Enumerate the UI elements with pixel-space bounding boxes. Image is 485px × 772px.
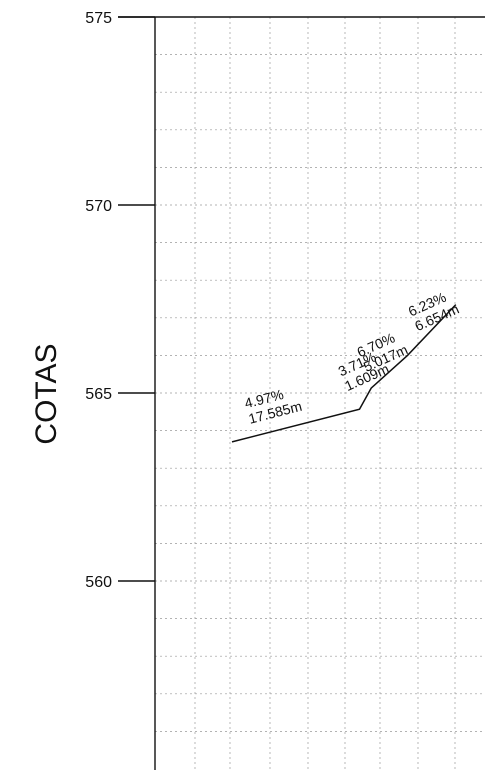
y-tick-label: 570 (85, 198, 112, 215)
y-tick-label: 565 (85, 386, 112, 403)
profile-line (231, 304, 457, 443)
segment-label: 4.97%17.585m (243, 386, 304, 427)
series-group (231, 304, 457, 443)
y-tick-label: 560 (85, 574, 112, 591)
segment-label: 6.23%6.654m (406, 289, 462, 334)
grid (155, 17, 485, 770)
y-tick-label: 575 (85, 10, 112, 27)
y-axis: 560 565 570 575 (85, 10, 485, 770)
segment-labels: 4.97%17.585m3.71%1.609m6.70%5.017m6.23%6… (243, 289, 462, 427)
y-axis-title: COTAS (30, 343, 63, 444)
